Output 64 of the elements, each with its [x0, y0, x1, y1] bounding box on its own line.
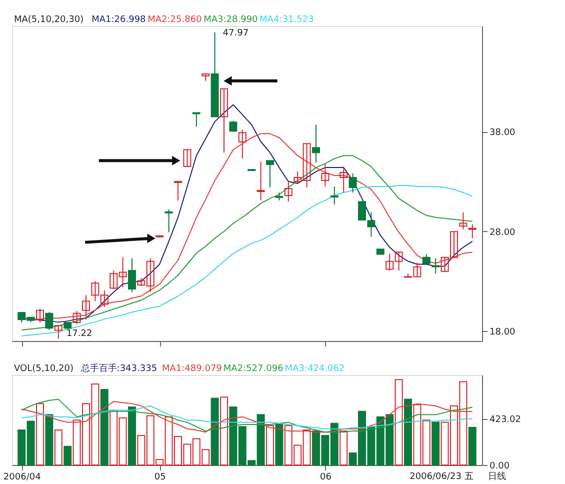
candlestick — [36, 308, 44, 324]
candlestick — [45, 312, 54, 331]
text: MA2:527.096 — [223, 364, 284, 374]
line-series — [21, 184, 473, 337]
candlestick — [284, 180, 292, 202]
bar — [266, 425, 274, 466]
candlestick — [432, 258, 440, 274]
line-series — [21, 405, 473, 430]
text: MA1:489.079 — [162, 364, 222, 374]
candlestick — [238, 129, 246, 160]
bar — [54, 429, 62, 466]
candlestick — [312, 124, 320, 164]
text: 2006/06/23 五 — [410, 472, 474, 482]
x-tick-label: 05 — [154, 472, 166, 482]
candlestick — [72, 310, 81, 325]
text: VOL(5,10,20) — [14, 364, 74, 374]
text: 日线 — [488, 471, 506, 482]
text: 总手百手:343.335 — [80, 363, 158, 374]
candlestick — [348, 173, 357, 193]
bar — [404, 398, 412, 466]
bar — [45, 414, 54, 466]
x-tick-label: 2006/04 — [3, 472, 42, 482]
candlestick — [422, 254, 430, 264]
line-series — [21, 155, 473, 331]
bar — [220, 396, 228, 466]
candlestick — [330, 186, 338, 205]
candlestick — [266, 160, 274, 188]
candlestick — [256, 161, 265, 201]
bar — [64, 446, 72, 466]
text: MA4:31.523 — [260, 15, 314, 25]
candlestick — [321, 163, 330, 187]
text: MA3:28.990 — [204, 15, 258, 25]
candlestick — [164, 208, 173, 233]
annotation: 47.97 — [222, 28, 249, 38]
bar — [100, 388, 108, 466]
y-tick-label: 0.00 — [490, 462, 510, 472]
text: MA(5,10,20,30) — [14, 15, 84, 25]
candlestick — [192, 112, 200, 128]
text: MA2:25.860 — [148, 15, 202, 25]
y-tick-label: 423.02 — [490, 415, 521, 426]
candlestick — [220, 88, 228, 154]
candlestick — [459, 212, 468, 230]
bar — [432, 422, 440, 466]
y-tick-label: 18.00 — [490, 328, 516, 338]
bar — [340, 430, 348, 466]
annotation: 17.22 — [66, 328, 92, 339]
candlestick — [468, 224, 476, 239]
x-tick-label: 06 — [320, 472, 332, 482]
candlestick — [54, 324, 62, 340]
bar — [394, 379, 403, 466]
y-tick-label: 28.00 — [490, 228, 516, 238]
bar — [468, 426, 476, 466]
candlestick — [174, 181, 182, 201]
bar — [275, 424, 284, 466]
bar — [128, 406, 136, 466]
candlestick — [128, 258, 136, 293]
candlestick — [340, 166, 348, 193]
candlestick — [82, 294, 90, 320]
text: MA3:424.062 — [284, 364, 345, 374]
bar — [210, 398, 219, 466]
candlestick — [183, 149, 192, 168]
text: MA1:26.998 — [92, 15, 146, 25]
y-tick-label: 38.00 — [490, 128, 516, 138]
bar — [36, 403, 44, 466]
